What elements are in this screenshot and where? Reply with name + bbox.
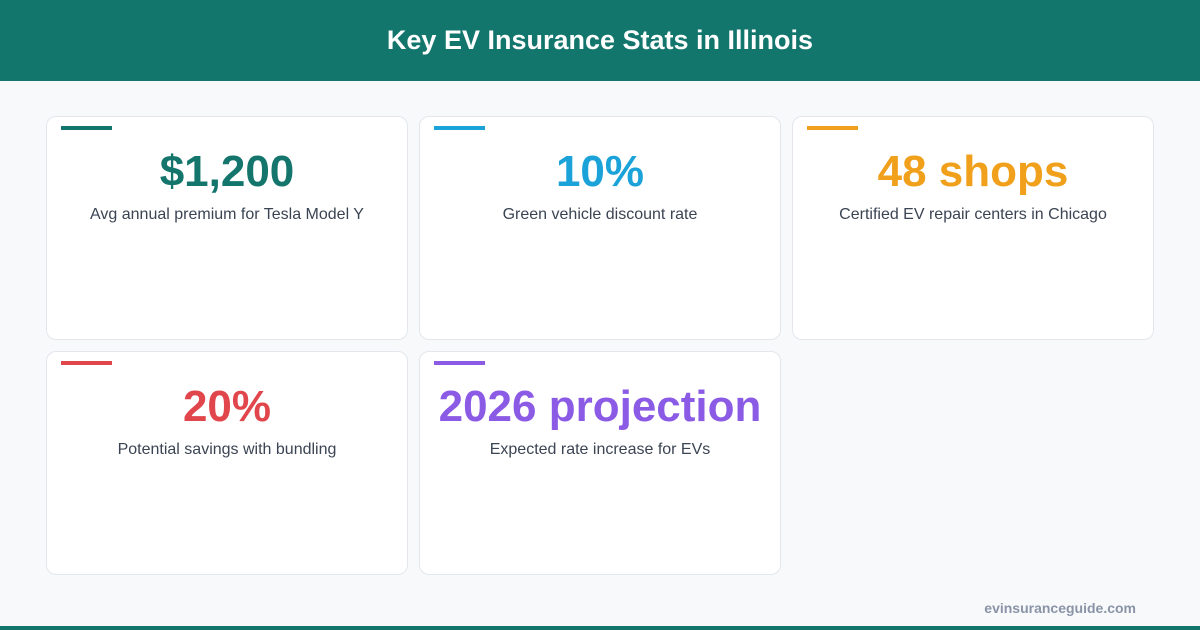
stat-label: Potential savings with bundling bbox=[117, 441, 337, 458]
stat-card: $1,200 Avg annual premium for Tesla Model… bbox=[46, 116, 408, 340]
accent-bar bbox=[61, 361, 112, 365]
stat-card: 10% Green vehicle discount rate bbox=[419, 116, 781, 340]
stat-value: 2026 projection bbox=[438, 382, 762, 431]
stat-card: 48 shops Certified EV repair centers in C… bbox=[792, 116, 1154, 340]
accent-bar bbox=[61, 126, 112, 130]
stat-card: 20% Potential savings with bundling bbox=[46, 351, 408, 575]
bottom-bar bbox=[0, 626, 1200, 630]
stat-value: 10% bbox=[555, 147, 645, 196]
stat-value: 48 shops bbox=[877, 147, 1069, 196]
accent-bar bbox=[434, 126, 485, 130]
accent-bar bbox=[807, 126, 858, 130]
stat-label: Expected rate increase for EVs bbox=[489, 441, 711, 458]
stat-card: 2026 projection Expected rate increase fo… bbox=[419, 351, 781, 575]
stat-label: Certified EV repair centers in Chicago bbox=[839, 206, 1107, 223]
header: Key EV Insurance Stats in Illinois bbox=[0, 0, 1200, 81]
title: Key EV Insurance Stats in Illinois bbox=[386, 25, 814, 55]
stat-value: 20% bbox=[182, 382, 272, 431]
accent-bar bbox=[434, 361, 485, 365]
stat-label: Green vehicle discount rate bbox=[502, 206, 698, 223]
stat-label: Avg annual premium for Tesla Model Y bbox=[90, 206, 364, 223]
stat-value: $1,200 bbox=[159, 147, 295, 196]
site-name: evinsuranceguide.com bbox=[984, 600, 1136, 616]
